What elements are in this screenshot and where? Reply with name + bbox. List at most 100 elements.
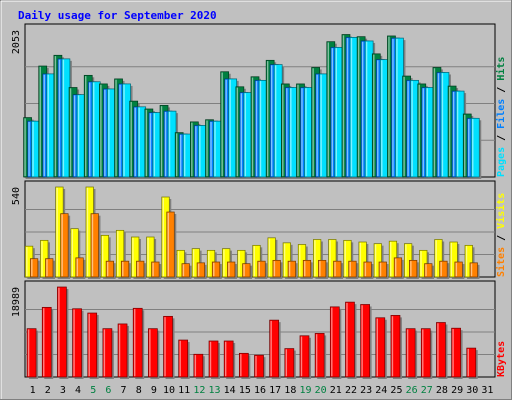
kbytes-bar-day-20 <box>314 333 327 379</box>
visits-bar-day-29 <box>449 241 460 279</box>
kbytes-bar-day-7 <box>117 323 130 379</box>
sites-bar-day-4 <box>75 257 86 279</box>
sites-bar-day-26 <box>409 259 419 279</box>
x-tick-label: 11 <box>178 385 190 396</box>
sites-bar-day-20 <box>318 259 328 279</box>
x-tick-label: 26 <box>406 385 418 396</box>
x-tick-label: 12 <box>193 385 205 396</box>
kbytes-bar-day-26 <box>405 328 418 379</box>
panel-hits-files-pages: 2053 Pages / Files / Hits <box>11 23 507 180</box>
visits-bar-day-6 <box>100 234 111 279</box>
sites-bar-day-22 <box>348 260 359 279</box>
sites-bar-day-1 <box>29 258 40 279</box>
visits-bar-day-21 <box>328 239 339 279</box>
x-tick-label: 23 <box>360 385 372 396</box>
sites-bar-day-30 <box>469 262 480 279</box>
sites-bar-day-13 <box>211 261 222 279</box>
sites-bar-day-14 <box>227 261 237 279</box>
panel-legend: Pages / Files / Hits <box>495 57 507 177</box>
kbytes-bar-day-17 <box>269 319 281 379</box>
sites-bar-day-25 <box>393 257 404 279</box>
x-tick-label: 13 <box>208 385 220 396</box>
sites-bar-day-18 <box>287 260 298 279</box>
x-tick-label: 18 <box>284 385 296 396</box>
sites-bar-day-10 <box>166 211 177 279</box>
pages-bar-day-30 <box>470 117 482 179</box>
panel-legend: Sites / Visits <box>495 193 507 277</box>
kbytes-bar-day-29 <box>451 327 463 379</box>
x-tick-label: 21 <box>330 385 342 396</box>
kbytes-bar-day-9 <box>148 328 160 379</box>
panel-legend: KBytes <box>496 341 507 377</box>
x-tick-label: 20 <box>315 385 327 396</box>
panel-kbytes: 18989 KBytes <box>11 280 507 379</box>
kbytes-bar-day-14 <box>223 340 236 379</box>
kbytes-bar-day-6 <box>102 328 114 379</box>
kbytes-bar-day-27 <box>420 328 433 379</box>
kbytes-bar-day-22 <box>345 301 357 379</box>
visits-bar-day-4 <box>70 228 81 279</box>
kbytes-bar-day-21 <box>329 306 342 379</box>
y-tick-label: 2053 <box>11 30 22 54</box>
x-tick-label: 4 <box>75 385 81 396</box>
kbytes-bar-day-1 <box>26 328 39 379</box>
kbytes-bar-day-10 <box>163 315 175 379</box>
kbytes-bar-day-8 <box>132 307 145 379</box>
sites-bar-day-2 <box>45 258 55 279</box>
x-tick-label: 27 <box>421 385 433 396</box>
x-tick-label: 17 <box>269 385 281 396</box>
kbytes-bar-day-13 <box>208 340 221 379</box>
kbytes-bar-day-18 <box>284 348 296 379</box>
kbytes-bar-day-25 <box>390 315 402 379</box>
visits-bar-day-8 <box>131 236 141 279</box>
kbytes-bar-day-12 <box>193 353 205 379</box>
panel-visits-sites: 540 Sites / Visits <box>11 180 507 279</box>
x-tick-label: 30 <box>466 385 478 396</box>
kbytes-bar-day-30 <box>466 347 478 379</box>
x-tick-label: 5 <box>90 385 96 396</box>
visits-bar-day-28 <box>434 239 445 279</box>
y-tick-label: 540 <box>11 187 22 205</box>
kbytes-bar-day-24 <box>375 317 387 379</box>
sites-bar-day-11 <box>181 263 192 279</box>
x-tick-label: 19 <box>299 385 311 396</box>
kbytes-bar-day-2 <box>41 306 54 379</box>
sites-bar-day-23 <box>363 261 374 279</box>
sites-bar-day-6 <box>105 260 116 279</box>
x-tick-label: 2 <box>45 385 51 396</box>
kbytes-bar-day-3 <box>57 286 69 379</box>
sites-bar-day-3 <box>60 213 71 279</box>
sites-bar-day-17 <box>272 259 283 279</box>
sites-bar-day-8 <box>136 260 146 279</box>
x-tick-label: 6 <box>105 385 111 396</box>
kbytes-bar-day-16 <box>254 354 266 379</box>
kbytes-bar-day-15 <box>238 352 251 379</box>
visits-bar-day-22 <box>343 239 354 279</box>
sites-bar-day-7 <box>120 260 131 279</box>
sites-bar-day-21 <box>333 260 344 279</box>
sites-bar-day-9 <box>151 261 162 279</box>
visits-bar-day-17 <box>267 237 278 279</box>
x-tick-label: 8 <box>136 385 142 396</box>
kbytes-bar-day-23 <box>360 304 372 379</box>
sites-bar-day-15 <box>242 263 253 279</box>
y-tick-label: 18989 <box>11 287 22 317</box>
visits-bar-day-7 <box>115 229 126 279</box>
x-tick-label: 3 <box>60 385 66 396</box>
kbytes-bar-day-11 <box>178 339 190 379</box>
x-tick-label: 7 <box>121 385 127 396</box>
x-tick-label: 31 <box>481 385 493 396</box>
x-tick-label: 22 <box>345 385 357 396</box>
sites-bar-day-5 <box>90 213 101 279</box>
x-tick-label: 16 <box>254 385 266 396</box>
kbytes-bar-day-28 <box>436 322 448 379</box>
x-tick-label: 29 <box>451 385 463 396</box>
sites-bar-day-16 <box>257 260 268 279</box>
visits-bar-day-23 <box>358 241 369 279</box>
sites-bar-day-29 <box>454 261 465 279</box>
sites-bar-day-27 <box>424 263 435 279</box>
x-tick-label: 1 <box>30 385 36 396</box>
sites-bar-day-12 <box>196 262 207 279</box>
sites-bar-day-19 <box>302 259 313 279</box>
